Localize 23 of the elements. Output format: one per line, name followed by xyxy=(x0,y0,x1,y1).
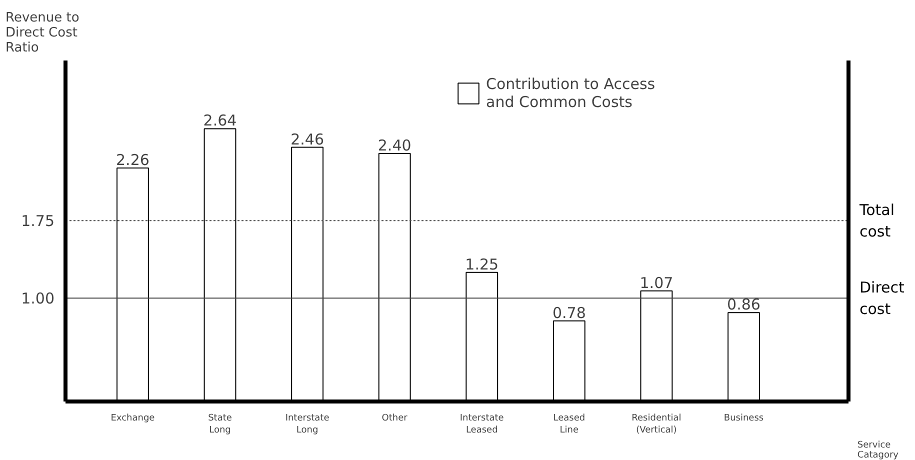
x-tick-label: Interstate Long xyxy=(285,414,330,436)
text: 0.86 xyxy=(727,296,760,314)
text: 0.78 xyxy=(552,304,586,322)
legend-label: Contribution to Access and Common Costs xyxy=(486,75,656,111)
x-tick-label: Interstate Leased xyxy=(460,414,504,436)
text: 2.64 xyxy=(203,112,237,130)
x-tick-label: Leased Line xyxy=(553,414,586,436)
y-tick-label: 1.75 xyxy=(21,212,55,230)
ref-line-label: Direct cost xyxy=(860,278,905,318)
x-axis-title: Service Catagory xyxy=(857,440,900,460)
text: 2.40 xyxy=(378,136,412,154)
y-tick-label: 1.00 xyxy=(21,290,55,308)
x-tick-label: State Long xyxy=(208,414,232,436)
x-tick-label: Exchange xyxy=(110,414,156,424)
text: 2.46 xyxy=(290,130,324,148)
x-tick-label: Other xyxy=(382,414,408,424)
x-tick-label: Business xyxy=(724,414,764,424)
y-axis-title: Revenue to Direct Cost Ratio xyxy=(6,10,80,56)
ref-line-label: Total cost xyxy=(858,200,895,240)
text: 1.25 xyxy=(465,255,499,274)
text: 1.07 xyxy=(640,274,674,292)
text: 2.26 xyxy=(116,150,150,169)
x-tick-label: Residential (Vertical) xyxy=(632,414,682,436)
